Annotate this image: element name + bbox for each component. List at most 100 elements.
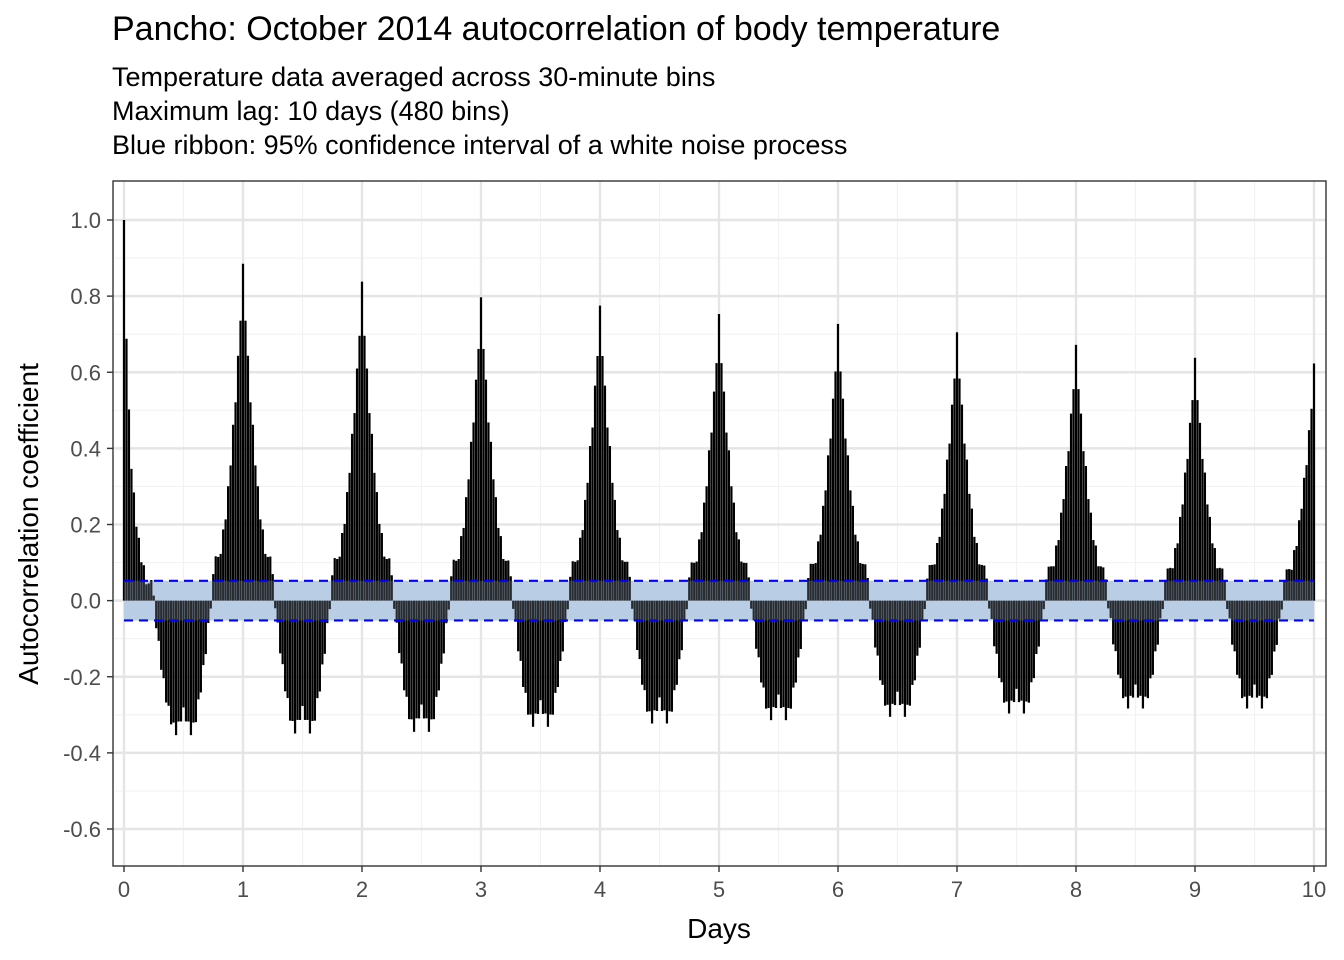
acf-bar <box>122 220 126 601</box>
acf-bar <box>249 402 252 601</box>
acf-bar <box>145 584 148 601</box>
acf-bar <box>603 385 607 601</box>
acf-bar <box>522 600 525 687</box>
acf-bar <box>918 600 921 648</box>
acf-bar <box>184 600 188 722</box>
acf-bar <box>450 576 453 601</box>
acf-bar <box>901 600 904 704</box>
acf-bar <box>355 368 359 601</box>
acf-bar <box>373 472 376 601</box>
x-axis-ticks: 0 1 2 3 4 5 6 7 8 9 10 <box>118 866 1326 902</box>
acf-bar <box>189 600 193 736</box>
acf-bar <box>492 479 495 601</box>
acf-bar <box>794 600 797 683</box>
acf-bar <box>517 600 520 652</box>
acf-bar <box>707 450 711 601</box>
y-tick-label: 1.0 <box>70 208 101 233</box>
acf-bar <box>727 450 731 601</box>
acf-bar <box>611 482 614 601</box>
acf-bar <box>1064 465 1068 601</box>
acf-bar <box>130 468 133 601</box>
acf-bar <box>1183 472 1187 601</box>
x-tick-label: 8 <box>1070 877 1082 902</box>
acf-bar <box>407 600 411 720</box>
acf-bar <box>1119 600 1122 679</box>
y-tick-label: -0.4 <box>63 741 101 766</box>
acf-bar <box>266 556 269 601</box>
acf-bar <box>834 371 837 601</box>
acf-bar <box>943 493 946 601</box>
acf-bar <box>566 600 569 610</box>
acf-bar <box>750 600 753 609</box>
acf-bar <box>422 600 426 719</box>
acf-bar <box>777 600 780 695</box>
acf-bar <box>1226 600 1229 610</box>
acf-bar <box>1089 512 1092 601</box>
acf-bar <box>717 314 721 601</box>
acf-bar <box>400 600 403 664</box>
acf-bar <box>1221 568 1224 601</box>
y-axis-title: Autocorrelation coefficient <box>13 363 44 685</box>
acf-bar <box>182 600 185 708</box>
acf-bar <box>165 600 168 703</box>
acf-bar <box>844 438 847 601</box>
acf-bar <box>1275 600 1278 645</box>
x-tick-label: 7 <box>951 877 963 902</box>
acf-bar <box>809 563 812 601</box>
acf-bar <box>1181 504 1184 601</box>
acf-bar <box>1109 600 1112 618</box>
acf-bar <box>980 564 983 601</box>
acf-bar <box>167 600 170 706</box>
acf-bar <box>665 600 669 724</box>
acf-bar <box>936 543 939 601</box>
acf-bar <box>313 600 317 721</box>
acf-bar <box>1092 540 1095 601</box>
acf-bar <box>1208 516 1211 601</box>
acf-bar <box>514 600 517 622</box>
acf-bar <box>911 600 914 685</box>
acf-bar <box>353 413 356 601</box>
acf-bar <box>358 335 361 601</box>
acf-bar <box>1010 600 1013 701</box>
acf-bar <box>680 600 683 651</box>
acf-bar <box>703 502 706 601</box>
acf-bar <box>579 537 582 601</box>
acf-bar <box>425 600 428 719</box>
acf-bar <box>608 446 612 601</box>
acf-bar <box>948 443 951 601</box>
acf-bar <box>333 558 336 601</box>
acf-bar <box>1176 543 1179 601</box>
acf-bar <box>965 459 969 601</box>
acf-bar <box>494 497 497 601</box>
acf-bar <box>636 600 639 651</box>
acf-bar <box>261 529 264 601</box>
acf-bar <box>1265 600 1269 699</box>
x-tick-label: 6 <box>832 877 844 902</box>
acf-bar <box>864 564 867 601</box>
acf-bar <box>1211 543 1214 601</box>
acf-bar <box>559 600 562 662</box>
acf-bar <box>403 600 406 691</box>
acf-bar <box>281 600 284 665</box>
acf-bar <box>197 600 200 700</box>
acf-bar <box>1290 569 1293 601</box>
acf-bar <box>1270 600 1273 675</box>
acf-bar <box>1104 579 1107 601</box>
acf-bar <box>1186 458 1189 601</box>
acf-bar <box>799 600 802 649</box>
acf-bar <box>888 600 892 717</box>
acf-bar <box>1040 600 1043 620</box>
acf-bar <box>370 433 374 601</box>
acf-bar <box>755 600 758 649</box>
acf-bar <box>227 486 230 601</box>
acf-bar <box>1273 600 1276 652</box>
acf-bar <box>598 305 602 601</box>
acf-bar <box>231 424 235 601</box>
acf-bar <box>913 600 916 681</box>
acf-bar <box>958 378 961 601</box>
acf-bar <box>239 320 242 601</box>
acf-bar <box>388 558 391 601</box>
acf-bar <box>541 600 545 714</box>
acf-bar <box>303 600 307 720</box>
acf-bar <box>812 563 815 601</box>
